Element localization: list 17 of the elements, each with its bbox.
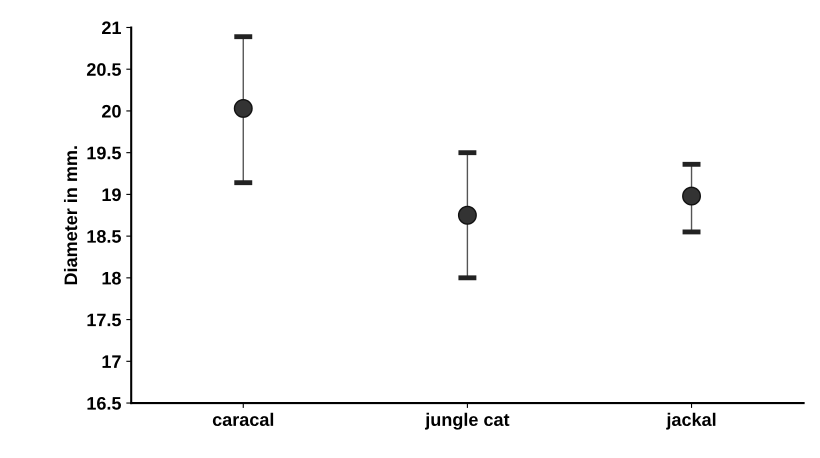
point — [458, 206, 477, 225]
y-axis-title: Diameter in mm. — [64, 146, 78, 284]
y-tick-label: 20.5 — [86, 63, 121, 76]
y-tick-label: 20 — [102, 104, 121, 118]
y-tick-label: 18 — [102, 272, 121, 285]
y-tick-label: 21 — [102, 21, 121, 34]
y-tick-label: 17.5 — [87, 314, 121, 326]
x-tick-label: jungle cat — [424, 412, 510, 430]
y-tick-label: 17 — [102, 355, 121, 368]
x-tick-label: jackal — [666, 412, 716, 430]
point — [234, 98, 253, 118]
y-tick-label: 18.5 — [87, 230, 121, 243]
y-tick-label: 19.5 — [87, 146, 121, 160]
x-tick-label: caracal — [212, 412, 274, 426]
point — [682, 186, 702, 206]
y-tick-label: 16.5 — [87, 396, 121, 410]
y-tick-label: 19 — [102, 188, 121, 202]
